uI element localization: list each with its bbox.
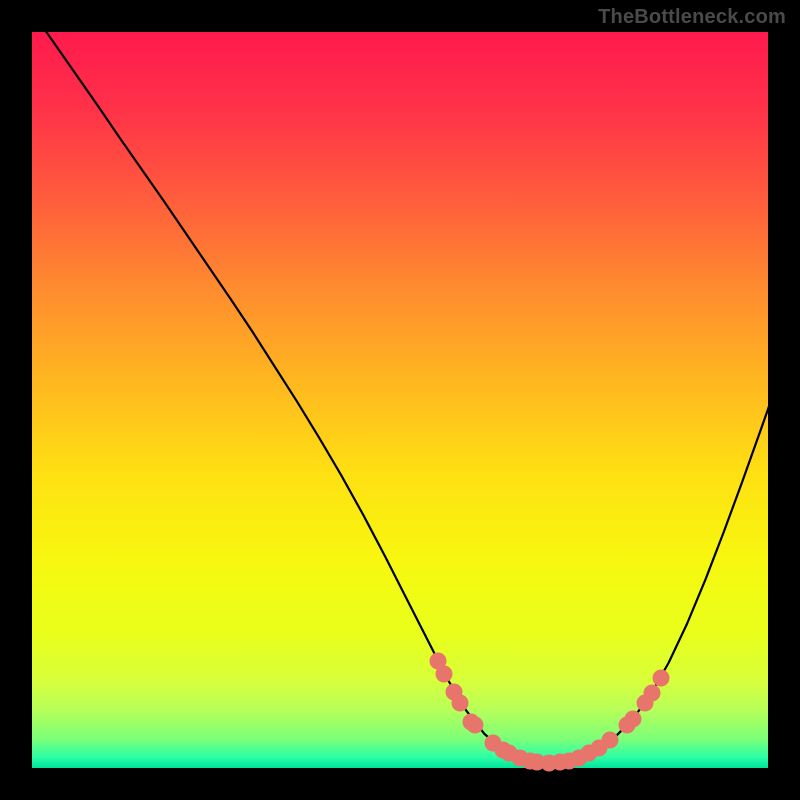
data-point-marker [452,695,469,712]
curve-svg [32,32,768,768]
data-point-marker [652,670,669,687]
data-point-marker [643,684,660,701]
data-point-marker [467,717,484,734]
bottleneck-curve [32,32,768,763]
chart-stage: TheBottleneck.com [0,0,800,800]
data-point-marker [601,732,618,749]
plot-area [32,32,768,768]
data-point-marker [624,710,641,727]
data-point-marker [436,665,453,682]
watermark-text: TheBottleneck.com [598,6,786,29]
